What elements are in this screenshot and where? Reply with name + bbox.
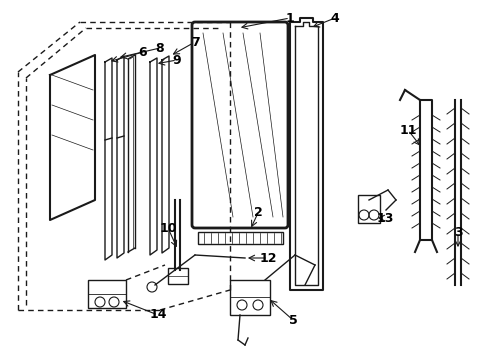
Bar <box>168 268 188 284</box>
Text: 3: 3 <box>454 225 462 238</box>
Text: 2: 2 <box>254 207 262 220</box>
Text: 13: 13 <box>376 211 393 225</box>
Text: 10: 10 <box>159 221 177 234</box>
Text: 12: 12 <box>259 252 277 265</box>
Text: 14: 14 <box>149 309 167 321</box>
Text: 8: 8 <box>156 41 164 54</box>
Bar <box>230 280 270 315</box>
Bar <box>198 232 283 244</box>
Bar <box>88 280 126 308</box>
Text: 4: 4 <box>331 12 340 24</box>
Text: 11: 11 <box>399 123 417 136</box>
Text: 6: 6 <box>139 45 147 58</box>
Text: 7: 7 <box>191 36 199 49</box>
Text: 9: 9 <box>172 54 181 67</box>
Bar <box>358 195 380 223</box>
Text: 1: 1 <box>286 12 294 24</box>
Text: 5: 5 <box>289 314 297 327</box>
